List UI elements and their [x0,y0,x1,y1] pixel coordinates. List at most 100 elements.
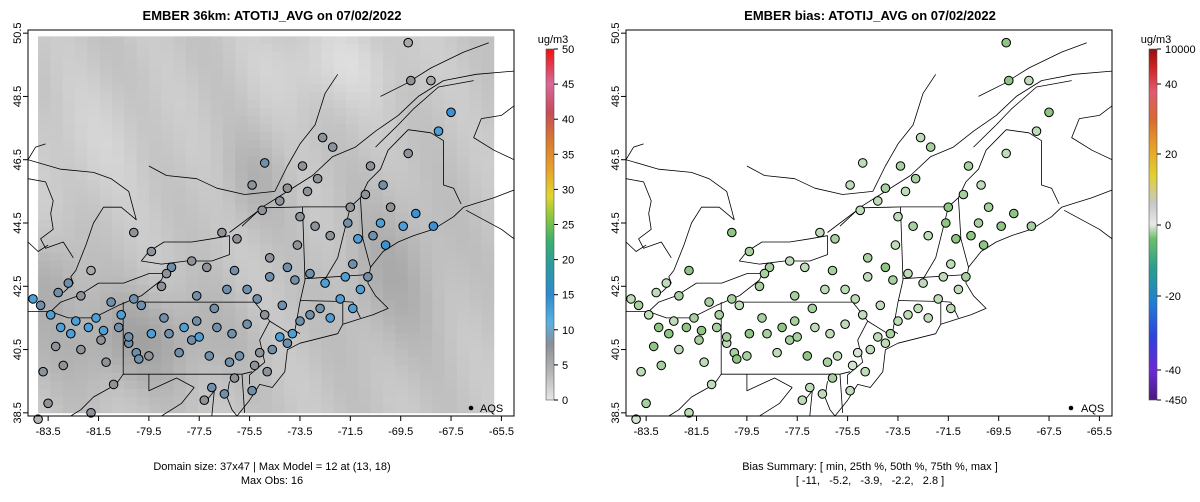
chart-title: EMBER 36km: ATOTIJ_AVG on 07/02/2022 [143,8,402,23]
colorbar-unit: ug/m3 [538,34,569,46]
station-marker [209,303,220,314]
station-marker [648,341,659,352]
station-marker [123,332,134,342]
station-marker [857,310,868,320]
station-marker [903,268,913,279]
station-marker [800,262,810,273]
station-marker [721,332,732,342]
y-tick-label: 46.5 [12,149,24,170]
x-tick-label: -81.5 [684,426,709,438]
station-marker [325,230,336,241]
station-marker [966,230,976,241]
station-marker [797,395,808,406]
y-tick-label: 42.5 [12,276,24,297]
station-marker [234,351,245,361]
station-marker [734,300,745,311]
station-marker [229,265,240,276]
station-marker [156,281,167,292]
station-marker [857,158,868,168]
station-marker [973,218,984,228]
station-marker [282,262,293,273]
x-axis: -83.5 -81.5 -79.5 -77.5 -75.5 -73.5 -71.5 -69.5… [36,416,514,438]
station-marker [817,389,828,399]
legend-label: AQS [1081,403,1104,415]
station-marker [50,341,61,352]
right-panel-bias: EMBER bias: ATOTIJ_AVG on 07/02/2022 -83… [610,8,1196,487]
station-marker [754,281,765,292]
station-marker [348,303,358,314]
station-marker [161,268,172,279]
station-marker [71,316,81,326]
station-marker [343,218,353,228]
station-marker [845,180,855,190]
x-tick-label: -75.5 [237,426,262,438]
station-marker [262,366,273,377]
station-marker [33,414,43,425]
station-marker [915,132,926,143]
station-marker [292,240,303,250]
station-marker [320,278,330,288]
station-marker [282,338,293,349]
station-marker [651,287,662,298]
station-marker [832,351,843,361]
station-marker [249,360,260,371]
station-marker [903,310,913,320]
station-marker [275,332,285,342]
colorbar-scale [1148,48,1158,401]
station-marker [428,221,439,231]
station-marker [978,240,989,250]
station-marker [385,202,396,212]
y-tick-label: 50.5 [12,22,24,43]
station-marker [277,300,288,311]
station-marker [885,328,896,339]
station-marker [784,256,795,266]
station-marker [317,132,328,143]
station-marker [789,291,800,301]
footer-line-1: Domain size: 37x47 | Max Model = 12 at (… [153,461,390,473]
station-marker [777,322,787,333]
station-marker [282,183,293,193]
colorbar-tick-label: 50 [562,44,574,56]
station-marker [380,240,391,250]
station-marker [191,291,202,301]
x-tick-label: -67.5 [1037,426,1062,438]
station-marker [880,183,891,193]
y-tick-label: 38.5 [12,402,24,423]
station-marker [633,300,644,311]
station-marker [941,218,951,228]
station-marker [845,385,855,396]
station-marker [312,173,323,184]
station-marker [762,328,772,339]
station-marker [76,344,86,355]
legend: AQS [468,403,503,415]
x-tick-label: -67.5 [439,426,464,438]
station-marker [674,291,684,301]
colorbar-tick-label: 10 [562,325,574,337]
station-marker [129,294,139,304]
y-axis: 38.5 40.5 42.5 44.5 46.5 48.5 50.5 [610,22,626,424]
station-marker [908,221,918,231]
station-marker [325,313,336,323]
station-marker [759,268,770,279]
station-marker [136,300,147,311]
x-tick-label: -75.5 [835,426,860,438]
station-marker [164,328,174,339]
station-marker [661,278,672,288]
station-marker [983,202,994,212]
x-tick-label: -79.5 [136,426,161,438]
station-marker [757,313,767,323]
station-marker [684,265,694,276]
station-marker [631,414,641,425]
station-marker [862,252,873,263]
model-field [28,30,514,416]
x-tick-label: -83.5 [36,426,61,438]
station-marker [820,284,830,295]
station-marker [641,398,651,409]
station-marker [893,316,903,326]
station-marker [764,262,775,273]
station-marker [653,322,664,333]
station-marker [345,202,356,212]
station-marker [259,158,270,168]
station-marker [807,303,818,314]
